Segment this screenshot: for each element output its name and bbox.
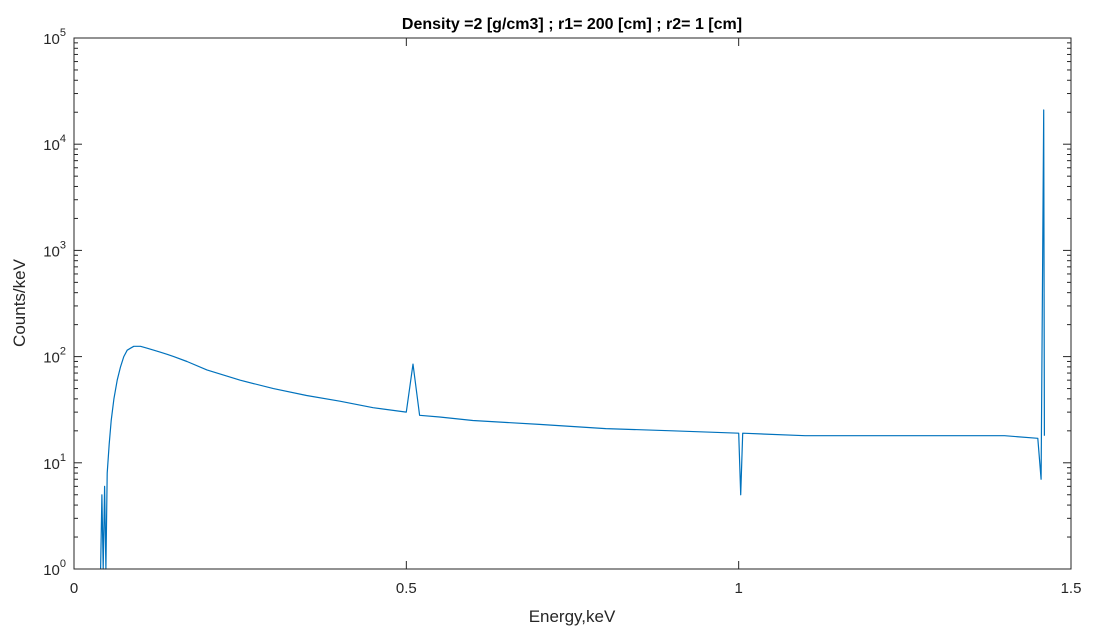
y-axis-ticks: 100 101 102 103 104 105 bbox=[43, 27, 1071, 579]
x-tick-label: 1.5 bbox=[1061, 580, 1082, 597]
spectrum-line bbox=[100, 109, 1045, 570]
y-tick-label: 102 bbox=[43, 346, 66, 367]
plot-area bbox=[74, 38, 1071, 569]
chart-title: Density =2 [g/cm3] ; r1= 200 [cm] ; r2= … bbox=[402, 16, 742, 33]
y-tick-label: 100 bbox=[43, 558, 66, 579]
x-tick-label: 0 bbox=[70, 580, 78, 597]
y-axis-label: Counts/keV bbox=[10, 258, 29, 347]
plot-frame bbox=[73, 37, 1072, 570]
y-tick-label: 104 bbox=[43, 133, 66, 154]
x-axis-label: Energy,keV bbox=[529, 607, 616, 626]
x-tick-label: 0.5 bbox=[396, 580, 417, 597]
series-layer bbox=[100, 109, 1045, 570]
y-tick-label: 105 bbox=[43, 27, 66, 48]
x-tick-label: 1 bbox=[734, 580, 742, 597]
y-tick-label: 103 bbox=[43, 239, 66, 260]
x-axis-ticks: 0 0.5 1 1.5 bbox=[70, 38, 1082, 597]
y-tick-label: 101 bbox=[43, 452, 66, 473]
